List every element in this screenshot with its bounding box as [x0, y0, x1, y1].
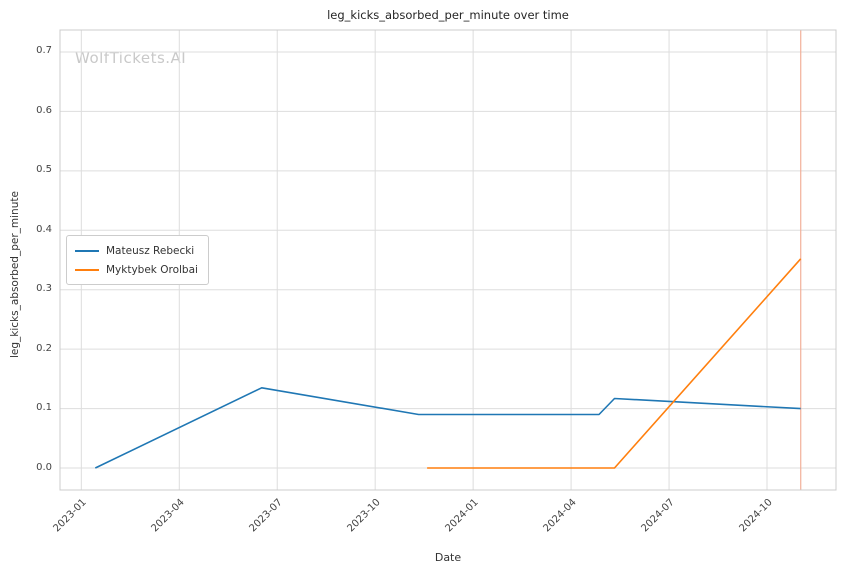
chart-title: leg_kicks_absorbed_per_minute over time — [327, 8, 569, 22]
series-line-mateusz-rebecki — [94, 386, 801, 469]
y-tick-label: 0.4 — [36, 223, 52, 235]
series-line-myktybek-orolbai — [427, 258, 802, 469]
plot-border — [59, 29, 837, 491]
legend: Mateusz Rebecki Myktybek Orolbai — [66, 235, 209, 285]
x-axis-label: Date — [434, 551, 462, 564]
legend-item-mateusz-rebecki: Mateusz Rebecki — [75, 241, 198, 260]
legend-line-swatch-blue — [75, 249, 99, 252]
legend-label: Myktybek Orolbai — [106, 263, 198, 276]
y-tick-label: 0.5 — [36, 164, 52, 176]
y-tick-label: 0.3 — [36, 283, 52, 295]
watermark: WolfTickets.AI — [75, 49, 187, 67]
legend-line-swatch-orange — [75, 268, 99, 271]
legend-label: Mateusz Rebecki — [106, 244, 195, 257]
legend-item-myktybek-orolbai: Myktybek Orolbai — [75, 260, 198, 279]
y-tick-label: 0.2 — [36, 342, 52, 354]
y-tick-label: 0.0 — [36, 461, 52, 473]
y-tick-label: 0.1 — [36, 402, 52, 414]
y-tick-label: 0.7 — [36, 45, 52, 57]
y-tick-label: 0.6 — [36, 104, 52, 116]
